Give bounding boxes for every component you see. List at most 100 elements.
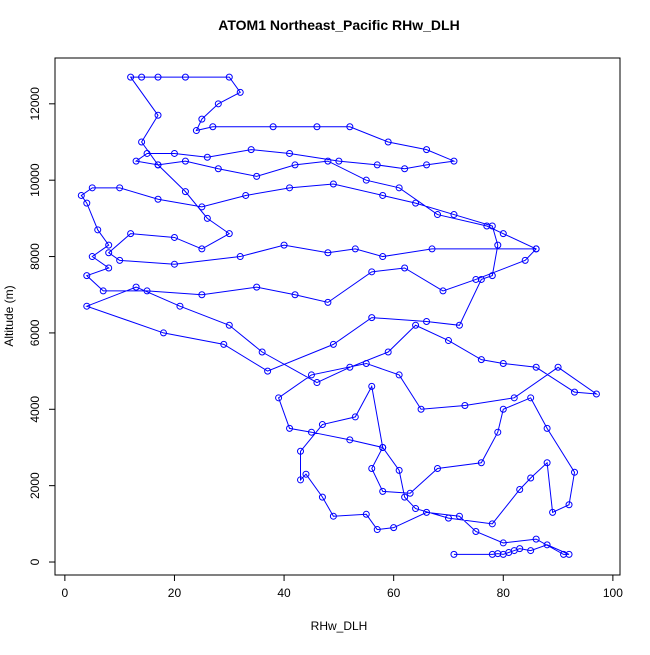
x-tick-label: 60 [387, 586, 401, 600]
data-point [412, 321, 420, 329]
data-point [543, 424, 551, 432]
data-point [176, 302, 184, 310]
data-point [395, 466, 403, 474]
data-point [406, 489, 414, 497]
data-point [83, 302, 91, 310]
data-point [477, 459, 485, 467]
data-point [346, 436, 354, 444]
data-point [543, 459, 551, 467]
data-point [286, 149, 294, 157]
data-point [428, 245, 436, 253]
data-point [280, 241, 288, 249]
data-point [335, 157, 343, 165]
data-point [324, 249, 332, 257]
data-point [138, 138, 146, 146]
data-point [532, 363, 540, 371]
y-tick-label: 12000 [28, 87, 42, 121]
data-point [488, 222, 496, 230]
data-point [494, 428, 502, 436]
data-point [269, 123, 277, 131]
data-point [198, 291, 206, 299]
data-point [384, 138, 392, 146]
data-point [329, 180, 337, 188]
data-point [379, 487, 387, 495]
data-point [170, 260, 178, 268]
data-point [247, 146, 255, 154]
data-point [368, 314, 376, 322]
data-point [291, 161, 299, 169]
data-point [116, 184, 124, 192]
data-point [318, 421, 326, 429]
data-point [132, 157, 140, 165]
data-point [450, 550, 458, 558]
data-point [198, 245, 206, 253]
data-point [138, 73, 146, 81]
data-point [571, 468, 579, 476]
data-point [565, 550, 573, 558]
data-point [477, 275, 485, 283]
data-point [318, 493, 326, 501]
data-point [368, 464, 376, 472]
data-point [362, 510, 370, 518]
data-point [521, 256, 529, 264]
data-point [499, 405, 507, 413]
data-point [368, 268, 376, 276]
data-point [143, 287, 151, 295]
data-point [324, 298, 332, 306]
data-point [313, 379, 321, 387]
data-point [275, 394, 283, 402]
data-point [160, 329, 168, 337]
data-point [94, 226, 102, 234]
data-point [439, 287, 447, 295]
data-point [592, 390, 600, 398]
data-point [571, 388, 579, 396]
data-point [434, 464, 442, 472]
x-tick-label: 0 [62, 586, 69, 600]
data-point [143, 149, 151, 157]
data-point [154, 161, 162, 169]
data-point [253, 172, 261, 180]
data-point [368, 382, 376, 390]
data-point [499, 230, 507, 238]
data-point [203, 214, 211, 222]
data-point [198, 115, 206, 123]
data-point [209, 123, 217, 131]
data-point [242, 191, 250, 199]
x-tick-label: 20 [168, 586, 182, 600]
data-point [373, 161, 381, 169]
data-point [192, 127, 200, 135]
data-point [307, 371, 315, 379]
data-point [527, 474, 535, 482]
data-point [236, 253, 244, 261]
y-tick-label: 10000 [28, 163, 42, 197]
data-point [554, 363, 562, 371]
data-point [77, 191, 85, 199]
data-point [450, 211, 458, 219]
plot-frame [54, 57, 621, 576]
data-point [351, 413, 359, 421]
data-point [105, 249, 113, 257]
data-point [346, 363, 354, 371]
data-point [488, 520, 496, 528]
data-point [379, 253, 387, 261]
data-point [423, 317, 431, 325]
data-point [423, 146, 431, 154]
data-point [423, 161, 431, 169]
data-point [412, 505, 420, 513]
data-point [455, 512, 463, 520]
data-point [395, 184, 403, 192]
data-point [532, 535, 540, 543]
data-point [253, 283, 261, 291]
data-point [390, 524, 398, 532]
data-point [455, 321, 463, 329]
data-point [203, 153, 211, 161]
data-point [401, 264, 409, 272]
data-point [373, 526, 381, 534]
data-point [286, 424, 294, 432]
data-point [236, 88, 244, 96]
data-point [477, 356, 485, 364]
data-point [127, 230, 135, 238]
data-point [499, 539, 507, 547]
data-point [291, 291, 299, 299]
data-point [329, 512, 337, 520]
